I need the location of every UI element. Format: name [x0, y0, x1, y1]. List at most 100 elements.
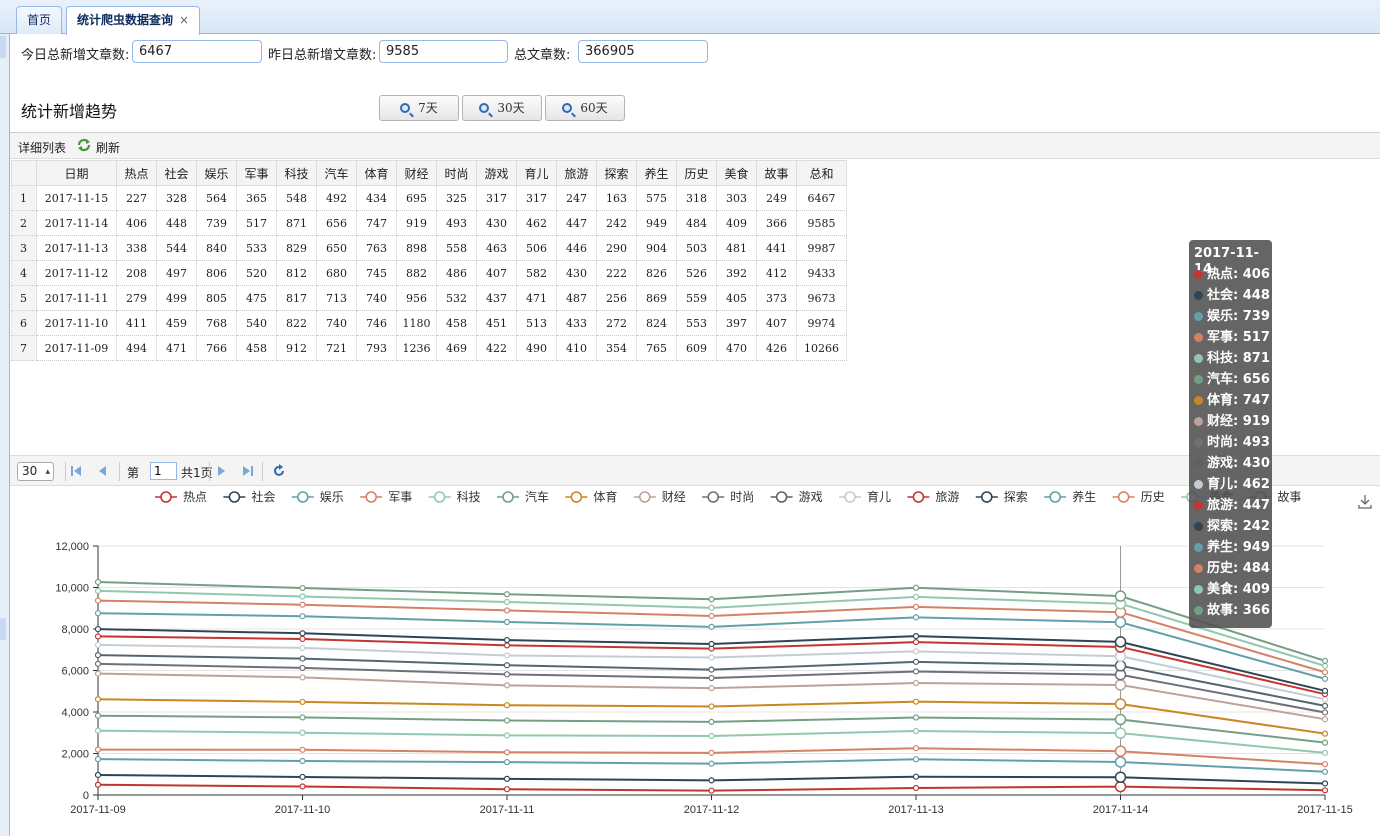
data-point[interactable]	[503, 591, 511, 598]
data-point[interactable]	[1321, 749, 1329, 756]
data-point[interactable]	[708, 787, 715, 794]
data-point[interactable]	[1321, 696, 1329, 703]
data-point[interactable]	[708, 612, 715, 620]
data-point[interactable]	[912, 745, 920, 752]
column-header[interactable]: 旅游	[556, 160, 597, 186]
table-row[interactable]: 4 2017-11-12 208 497 806 520 812 680 745 882 486 40…	[11, 260, 847, 286]
data-point[interactable]	[1321, 709, 1329, 716]
data-point[interactable]	[1114, 616, 1127, 628]
data-point[interactable]	[503, 652, 511, 659]
legend-item[interactable]: 养生	[1044, 489, 1096, 504]
column-header[interactable]: 探索	[596, 160, 637, 186]
column-header[interactable]: 历史	[676, 160, 717, 186]
data-point[interactable]	[1321, 702, 1329, 709]
legend-item[interactable]: 汽车	[497, 489, 549, 504]
column-header[interactable]: 娱乐	[196, 160, 237, 186]
data-point[interactable]	[1321, 662, 1329, 670]
column-header[interactable]: 财经	[396, 160, 437, 186]
data-point[interactable]	[299, 729, 306, 736]
today-count-field[interactable]	[132, 40, 262, 63]
data-point[interactable]	[299, 613, 306, 620]
column-header[interactable]: 故事	[756, 160, 797, 186]
next-page-icon[interactable]	[216, 464, 228, 478]
legend-item[interactable]: 游戏	[770, 490, 823, 504]
column-header[interactable]: 总和	[796, 160, 847, 186]
table-row[interactable]: 1 2017-11-15 227 328 564 365 548 492 434 695 325 31…	[11, 185, 847, 211]
refresh-button[interactable]: 刷新	[96, 141, 121, 155]
legend-item[interactable]: 探索	[975, 490, 1028, 504]
data-point[interactable]	[503, 682, 511, 689]
reload-icon[interactable]	[272, 464, 286, 478]
legend-item[interactable]: 科技	[428, 490, 481, 504]
data-point[interactable]	[299, 773, 306, 781]
data-point[interactable]	[708, 732, 715, 740]
table-row[interactable]: 5 2017-11-11 279 499 805 475 817 713 740 956 532 43…	[11, 285, 847, 311]
data-point[interactable]	[1114, 679, 1127, 691]
data-point[interactable]	[503, 759, 511, 766]
data-point[interactable]	[1114, 727, 1127, 739]
data-point[interactable]	[94, 781, 102, 788]
legend-item[interactable]: 时尚	[702, 490, 754, 504]
data-point[interactable]	[503, 598, 511, 606]
data-point[interactable]	[708, 596, 715, 603]
tab-close-icon[interactable]: ×	[179, 13, 190, 27]
table-row[interactable]: 3 2017-11-13 338 544 840 533 829 650 763 898 558 46…	[11, 235, 847, 261]
data-point[interactable]	[1114, 745, 1127, 757]
data-point[interactable]	[299, 655, 306, 662]
column-header[interactable]: 科技	[276, 160, 317, 186]
data-point[interactable]	[1321, 780, 1329, 787]
data-point[interactable]	[94, 633, 102, 640]
data-point[interactable]	[1321, 716, 1329, 723]
legend-item[interactable]: 育儿	[839, 489, 891, 504]
data-point[interactable]	[299, 593, 306, 600]
data-point[interactable]	[94, 610, 102, 617]
data-point[interactable]	[708, 666, 715, 673]
data-point[interactable]	[1114, 650, 1127, 662]
data-point[interactable]	[912, 648, 920, 655]
prev-page-icon[interactable]	[96, 464, 108, 478]
data-point[interactable]	[503, 786, 511, 793]
data-point[interactable]	[94, 771, 102, 779]
data-point[interactable]	[503, 702, 511, 709]
data-point[interactable]	[503, 618, 511, 626]
data-point[interactable]	[94, 696, 102, 703]
data-point[interactable]	[503, 775, 511, 782]
table-row[interactable]: 7 2017-11-09 494 471 766 458 912 721 793 1236 469 4…	[11, 335, 847, 361]
data-point[interactable]	[912, 614, 920, 621]
data-point[interactable]	[708, 640, 715, 648]
data-point[interactable]	[503, 636, 511, 644]
yesterday-count-field[interactable]	[379, 40, 508, 63]
data-point[interactable]	[912, 756, 920, 763]
data-point[interactable]	[94, 641, 102, 649]
legend-item[interactable]: 体育	[565, 489, 617, 504]
tab-home[interactable]: 首页	[16, 6, 63, 34]
data-point[interactable]	[299, 757, 306, 765]
data-point[interactable]	[94, 578, 102, 586]
data-point[interactable]	[94, 712, 102, 719]
data-point[interactable]	[912, 727, 920, 735]
column-header[interactable]: 汽车	[316, 160, 357, 186]
column-header[interactable]: 育儿	[516, 160, 557, 186]
data-point[interactable]	[299, 630, 306, 637]
data-point[interactable]	[1114, 660, 1127, 672]
data-point[interactable]	[94, 670, 102, 677]
data-point[interactable]	[708, 718, 715, 725]
data-point[interactable]	[503, 749, 511, 756]
data-point[interactable]	[1321, 739, 1329, 746]
data-point[interactable]	[299, 746, 306, 753]
data-point[interactable]	[1114, 756, 1127, 768]
page-number-input[interactable]	[150, 462, 177, 480]
data-point[interactable]	[299, 644, 306, 652]
data-point[interactable]	[912, 658, 920, 665]
download-icon[interactable]	[1357, 494, 1373, 510]
data-point[interactable]	[912, 784, 920, 792]
refresh-icon[interactable]	[76, 137, 92, 153]
data-point[interactable]	[708, 703, 715, 710]
range-30-days-button[interactable]: 30天	[462, 95, 542, 121]
data-point[interactable]	[1114, 771, 1127, 784]
data-point[interactable]	[94, 587, 102, 594]
data-point[interactable]	[503, 642, 511, 649]
legend-item[interactable]: 旅游	[907, 490, 959, 504]
data-point[interactable]	[1321, 687, 1329, 694]
data-point[interactable]	[299, 664, 306, 672]
